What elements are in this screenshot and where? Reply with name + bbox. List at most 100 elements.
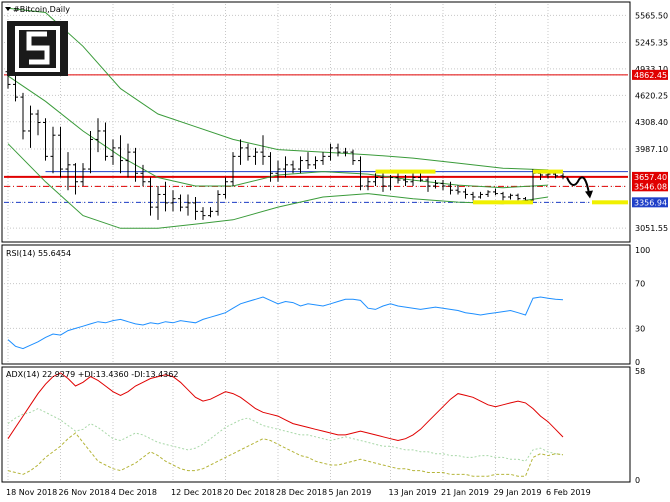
ohlc-bar: [388, 174, 393, 191]
ohlc-bar: [275, 160, 281, 182]
adx-y-tick: 58: [635, 367, 645, 376]
ohlc-bar: [320, 152, 326, 165]
ohlc-bar: [455, 185, 461, 195]
logo: [7, 21, 68, 76]
ohlc-bar: [508, 193, 513, 200]
ohlc-bar: [440, 180, 446, 191]
x-tick-label: 5 Jan 2019: [329, 488, 372, 497]
ohlc-bar: [463, 188, 468, 199]
ohlc-bar: [88, 130, 93, 174]
ohlc-bar: [380, 173, 386, 192]
forecast-path: [566, 176, 590, 194]
ohlc-bar: [118, 135, 123, 174]
rsi-y-tick: 30: [635, 324, 645, 333]
ohlc-bar: [140, 164, 146, 186]
ohlc-bar: [230, 152, 236, 186]
y-tick-label: 5245.35: [635, 38, 668, 47]
dashdot-tag-bg: [632, 181, 668, 192]
ohlc-bar: [298, 156, 303, 174]
support-tag-bg: [632, 197, 668, 208]
ohlc-bar: [478, 191, 483, 199]
ohlc-bar: [28, 105, 33, 148]
ohlc-bar: [365, 177, 371, 191]
highlight-resistance-zone: [375, 169, 436, 174]
chevron-down-icon[interactable]: [5, 7, 11, 11]
ohlc-bar: [515, 193, 521, 201]
ohlc-bar: [500, 191, 506, 201]
x-tick-label: 4 Dec 2018: [111, 488, 157, 497]
ohlc-bar: [148, 177, 153, 216]
chart-title[interactable]: #Bitcoin,Daily: [5, 5, 70, 14]
x-tick-label: 28 Dec 2018: [276, 488, 327, 497]
ohlc-bar: [493, 188, 498, 196]
highlight-current-zone: [533, 169, 563, 174]
ohlc-bar: [358, 156, 363, 191]
x-tick-label: 26 Nov 2018: [59, 488, 110, 497]
ohlc-bar: [395, 173, 401, 184]
logo-s-glyph: [26, 31, 50, 65]
ohlc-bar: [403, 174, 408, 186]
ohlc-bar: [110, 139, 116, 165]
ohlc-bar: [58, 126, 63, 178]
rsi-line: [7, 296, 564, 350]
x-tick-label: 29 Jan 2019: [494, 488, 542, 497]
adx-line: [7, 372, 564, 442]
ohlc-bar: [290, 160, 296, 174]
y-tick-label: 4308.40: [635, 118, 668, 127]
x-tick-label: 18 Nov 2018: [6, 488, 57, 497]
ohlc-bar: [448, 181, 453, 195]
resistance-upper-tag: 4862.45: [634, 71, 667, 80]
x-tick-label: 20 Dec 2018: [224, 488, 275, 497]
ohlc-bar: [560, 173, 566, 180]
ohlc-bar: [283, 156, 288, 178]
x-tick-label: 12 Dec 2018: [171, 488, 222, 497]
y-tick-label: 4933.10: [635, 65, 668, 74]
highlight-support-zone: [473, 200, 533, 205]
ohlc-bar: [425, 176, 431, 192]
bollinger-lower-line: [7, 143, 549, 229]
ohlc-bar: [215, 190, 221, 216]
ohlc-bar: [208, 207, 213, 218]
y-tick-label: 3987.10: [635, 145, 668, 154]
annotations-layer: [375, 169, 628, 205]
ohlc-bar: [470, 191, 476, 201]
ohlc-bar: [73, 163, 78, 195]
ohlc-bar: [133, 147, 138, 182]
stacked-s-logo-icon: [15, 26, 60, 72]
ohlc-bar: [163, 181, 168, 212]
ohlc-bar: [418, 173, 423, 182]
resistance-tag: 3657.40: [634, 173, 667, 182]
ohlc-bars: [5, 63, 566, 220]
resistance-tag-bg: [632, 171, 668, 182]
ohlc-bar: [313, 156, 318, 170]
rsi-label: RSI(14) 55.6454: [6, 249, 71, 258]
ohlc-bar: [200, 207, 206, 220]
rsi-y-tick: 70: [635, 280, 645, 289]
ohlc-bar: [305, 152, 311, 170]
highlight-target-zone: [592, 200, 628, 205]
price-panel-frame: [1, 1, 631, 243]
minus-di-line: [7, 432, 564, 477]
support-tag: 3356.94: [634, 198, 667, 207]
ohlc-bar: [223, 177, 228, 199]
x-tick-label: 21 Jan 2019: [441, 488, 489, 497]
bollinger-upper-line: [7, 7, 549, 171]
ohlc-bar: [485, 190, 491, 197]
window-title: #Bitcoin,Daily: [13, 5, 70, 14]
ohlc-bar: [343, 147, 348, 157]
ohlc-bar: [35, 109, 41, 136]
adx-panel-frame: [1, 366, 631, 483]
x-tick-label: 6 Feb 2019: [546, 488, 591, 497]
ohlc-bar: [328, 143, 333, 161]
ohlc-bar: [268, 152, 273, 182]
ohlc-bar: [193, 196, 198, 220]
ohlc-bar: [260, 135, 266, 165]
resistance-upper-tag-bg: [632, 69, 668, 80]
ohlc-bar: [65, 152, 71, 191]
ohlc-bar: [335, 143, 341, 157]
axis-labels: 18 Nov 2018 26 Nov 2018 4 Dec 2018 12 Dec 2…: [6, 11, 668, 497]
ohlc-bar: [185, 194, 191, 216]
x-tick-label: 13 Jan 2019: [389, 488, 437, 497]
